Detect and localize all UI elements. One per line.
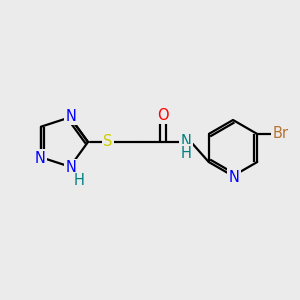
Text: H: H — [181, 146, 191, 160]
Text: H: H — [74, 173, 85, 188]
Text: N: N — [34, 151, 45, 166]
Text: N: N — [66, 109, 76, 124]
Text: N: N — [229, 169, 239, 184]
Text: Br: Br — [272, 127, 288, 142]
Text: O: O — [157, 107, 169, 122]
Text: N: N — [66, 160, 76, 175]
Text: S: S — [103, 134, 113, 149]
Text: N: N — [181, 134, 191, 149]
